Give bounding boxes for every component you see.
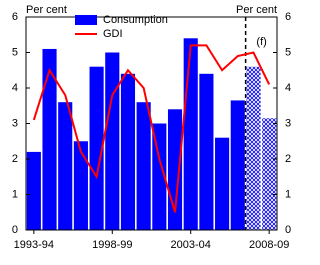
y-tick-label: 3 <box>12 117 18 129</box>
legend-swatch <box>75 15 97 25</box>
y2-axis-label: Per cent <box>236 4 277 16</box>
bar <box>120 73 136 230</box>
y-tick-label: 1 <box>12 188 18 200</box>
y2-tick-label: 1 <box>285 188 291 200</box>
bar <box>230 100 245 230</box>
bar <box>42 48 57 231</box>
bar <box>152 123 167 230</box>
bar <box>26 151 41 230</box>
bar <box>105 52 120 230</box>
line <box>32 44 271 213</box>
legend-label: GDI <box>103 28 123 40</box>
y2-tick-label: 4 <box>285 82 291 94</box>
y2-tick-label: 2 <box>285 153 291 165</box>
forecast-label: (f) <box>256 36 266 48</box>
bar <box>58 102 73 230</box>
y2-tick-label: 0 <box>285 224 291 236</box>
y2-tick-label: 3 <box>285 117 291 129</box>
bar <box>246 66 261 230</box>
y-tick-label: 0 <box>12 224 18 236</box>
x-tick-label: 1993-94 <box>14 239 54 251</box>
chart: Per cent Per cent (f) 0 1 2 3 4 5 6 0 1 2 3 4 5 6 1993-… <box>12 4 291 251</box>
bar <box>199 73 214 230</box>
x-tick-label: 1998-99 <box>92 239 132 251</box>
bar <box>89 66 104 230</box>
bar <box>215 137 230 230</box>
y2-tick-label: 6 <box>285 11 291 23</box>
y-tick-label: 5 <box>12 46 18 58</box>
y-tick-label: 6 <box>12 11 18 23</box>
bar <box>73 141 88 230</box>
legend-label: Consumption <box>103 14 168 26</box>
y-axis-label: Per cent <box>26 4 67 16</box>
y-tick-label: 4 <box>12 82 18 94</box>
y2-tick-label: 5 <box>285 46 291 58</box>
bar <box>262 118 277 230</box>
bar <box>183 38 198 230</box>
y-tick-label: 2 <box>12 153 18 165</box>
x-tick-label: 2003-04 <box>171 239 211 251</box>
bar <box>136 102 151 230</box>
x-tick-label: 2008-09 <box>249 239 289 251</box>
